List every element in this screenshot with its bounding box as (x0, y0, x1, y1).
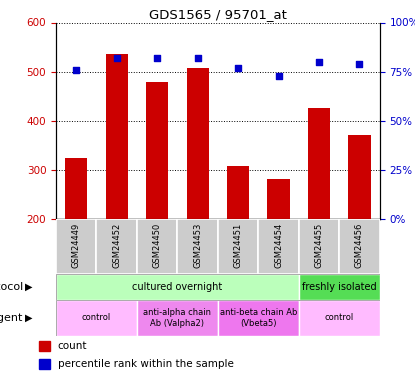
Point (73, 67, 80, 73)
Text: GSM24450: GSM24450 (153, 223, 162, 268)
Point (194, 55, 201, 61)
Bar (178, 219, 218, 274)
Point (154, 55, 161, 61)
Text: control: control (325, 314, 354, 322)
Bar (218, 300, 299, 336)
Text: GSM24456: GSM24456 (355, 223, 364, 268)
Bar (137, 300, 218, 336)
Bar (105, 54, 128, 318)
Bar (97, 219, 137, 274)
Text: count: count (58, 341, 87, 351)
Bar (348, 135, 371, 318)
Point (316, 59, 322, 65)
Point (113, 55, 120, 61)
Bar (308, 108, 330, 318)
Text: GSM24455: GSM24455 (315, 223, 324, 268)
Bar (339, 219, 380, 274)
Bar (299, 274, 380, 300)
Bar (146, 82, 168, 318)
Text: ▶: ▶ (25, 282, 32, 292)
Text: cultured overnight: cultured overnight (132, 282, 222, 292)
Text: anti-beta chain Ab
(Vbeta5): anti-beta chain Ab (Vbeta5) (220, 308, 297, 327)
Text: agent: agent (0, 313, 23, 323)
Point (275, 73, 282, 79)
Text: anti-alpha chain
Ab (Valpha2): anti-alpha chain Ab (Valpha2) (144, 308, 211, 327)
Point (356, 61, 363, 67)
Bar (137, 219, 178, 274)
Bar (258, 219, 299, 274)
Bar (39, 359, 50, 369)
Bar (299, 300, 380, 336)
Text: percentile rank within the sample: percentile rank within the sample (58, 359, 234, 369)
Text: protocol: protocol (0, 282, 23, 292)
Text: control: control (82, 314, 111, 322)
Bar (65, 158, 88, 318)
Point (235, 65, 242, 71)
Text: GSM24451: GSM24451 (234, 223, 243, 268)
Bar (299, 219, 339, 274)
Bar (186, 68, 209, 318)
Bar (39, 341, 50, 351)
Title: GDS1565 / 95701_at: GDS1565 / 95701_at (149, 8, 287, 21)
Text: GSM24449: GSM24449 (72, 223, 81, 268)
Bar (227, 166, 249, 318)
Bar (56, 219, 97, 274)
Text: freshly isolated: freshly isolated (302, 282, 376, 292)
Bar (267, 179, 290, 318)
Bar (56, 300, 137, 336)
Text: ▶: ▶ (25, 313, 32, 323)
Text: GSM24453: GSM24453 (193, 223, 202, 268)
Text: GSM24454: GSM24454 (274, 223, 283, 268)
Bar (56, 274, 299, 300)
Bar (218, 219, 259, 274)
Text: GSM24452: GSM24452 (112, 223, 121, 268)
